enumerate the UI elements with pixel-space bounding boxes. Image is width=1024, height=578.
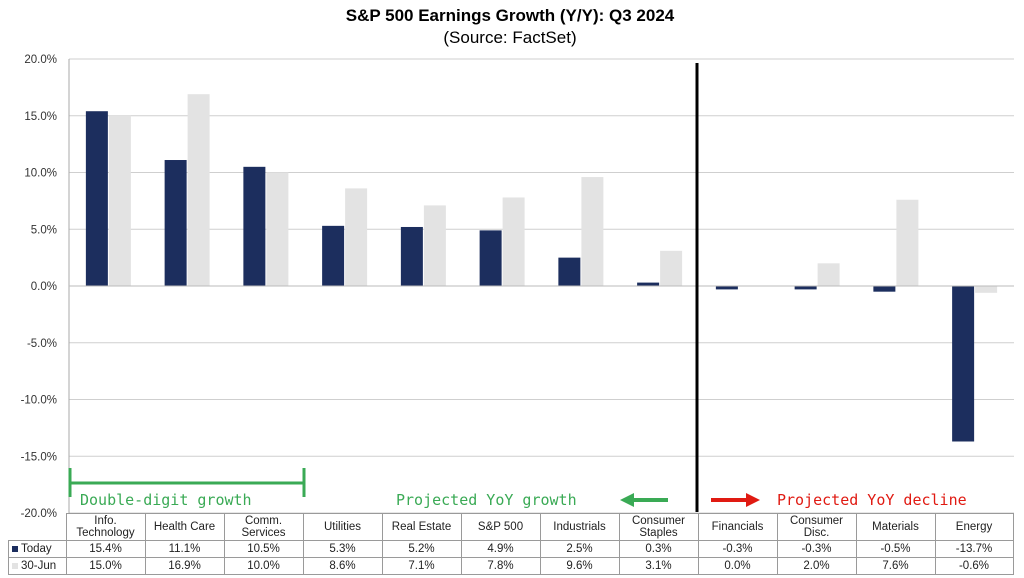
table-header-cell: Consumer Disc. xyxy=(776,513,857,541)
y-tick-label: -20.0% xyxy=(21,508,57,520)
bar-today xyxy=(952,286,975,442)
bar-today xyxy=(873,286,896,292)
table-value-cell: 7.1% xyxy=(381,557,462,575)
legend-30-jun: 30-Jun xyxy=(8,557,67,575)
y-tick-label: 20.0% xyxy=(24,54,57,66)
bar-30-jun xyxy=(660,250,683,286)
table-value-cell: -0.6% xyxy=(934,557,1014,575)
table-value-cell: 5.2% xyxy=(381,540,462,558)
table-value-cell: 2.0% xyxy=(776,557,857,575)
table-value-cell: 4.9% xyxy=(460,540,541,558)
bar-30-jun xyxy=(817,263,840,286)
table-value-cell: 5.3% xyxy=(302,540,383,558)
bar-30-jun xyxy=(108,115,131,286)
y-tick-label: -5.0% xyxy=(27,338,57,350)
data-table: Info. Technology Health Care Comm. Services U… xyxy=(8,513,1014,575)
table-row-30-jun: 30-Jun 15.0% 16.9% 10.0% 8.6% 7.1% 7.8% 9.6% 3.1… xyxy=(8,557,1014,575)
legend-label: 30-Jun xyxy=(21,560,57,572)
table-header-row: Info. Technology Health Care Comm. Services U… xyxy=(9,513,1014,541)
table-value-cell: 16.9% xyxy=(144,557,225,575)
table-header-cell: Energy xyxy=(934,513,1014,541)
bar-today xyxy=(85,111,108,287)
table-header-cell: Utilities xyxy=(302,513,383,541)
y-tick-label: 10.0% xyxy=(24,168,57,180)
table-header-cell: Financials xyxy=(697,513,778,541)
arrow-left-icon xyxy=(620,493,634,507)
table-value-cell: 9.6% xyxy=(539,557,620,575)
bar-30-jun xyxy=(187,94,210,286)
bar-30-jun xyxy=(896,199,919,286)
table-header-cell: Industrials xyxy=(539,513,620,541)
table-value-cell: -0.3% xyxy=(776,540,857,558)
bar-today xyxy=(794,286,817,290)
bar-today xyxy=(400,226,423,286)
table-header-cell: S&P 500 xyxy=(460,513,541,541)
bar-30-jun xyxy=(975,286,998,293)
bar-today xyxy=(164,160,187,286)
y-tick-label: 0.0% xyxy=(31,281,57,293)
table-value-cell: -0.3% xyxy=(697,540,778,558)
table-value-cell: 0.0% xyxy=(697,557,778,575)
chart-subtitle: (Source: FactSet) xyxy=(443,28,577,47)
y-tick-label: 15.0% xyxy=(24,111,57,123)
table-value-cell: 15.4% xyxy=(65,540,146,558)
table-value-cell: 7.8% xyxy=(460,557,541,575)
table-value-cell: 8.6% xyxy=(302,557,383,575)
bar-today xyxy=(637,282,660,286)
table-header-cell: Real Estate xyxy=(381,513,462,541)
table-value-cell: 15.0% xyxy=(65,557,146,575)
table-value-cell: 2.5% xyxy=(539,540,620,558)
bar-30-jun xyxy=(345,188,368,286)
legend-swatch-icon xyxy=(12,545,18,552)
table-value-cell: -0.5% xyxy=(855,540,936,558)
legend-today: Today xyxy=(8,540,67,558)
table-value-cell: 10.5% xyxy=(223,540,304,558)
arrow-right-icon xyxy=(746,493,760,507)
table-value-cell: 0.3% xyxy=(618,540,699,558)
legend-label: Today xyxy=(21,543,52,555)
table-header-cell: Info. Technology xyxy=(65,513,146,541)
table-value-cell: 11.1% xyxy=(144,540,225,558)
bar-30-jun xyxy=(502,197,525,286)
y-tick-label: 5.0% xyxy=(31,224,57,236)
table-header-cell: Comm. Services xyxy=(223,513,304,541)
table-value-cell: 7.6% xyxy=(855,557,936,575)
table-header-cell: Materials xyxy=(855,513,936,541)
bar-today xyxy=(479,230,502,286)
projected-growth-label: Projected YoY growth xyxy=(396,491,577,509)
table-value-cell: 10.0% xyxy=(223,557,304,575)
table-corner xyxy=(9,514,67,541)
legend-swatch-icon xyxy=(12,562,18,569)
projected-decline-label: Projected YoY decline xyxy=(777,491,967,509)
bar-30-jun xyxy=(266,172,289,286)
table-row-today: Today 15.4% 11.1% 10.5% 5.3% 5.2% 4.9% 2.5% 0.3%… xyxy=(8,540,1014,558)
table-header-cell: Consumer Staples xyxy=(618,513,699,541)
bar-today xyxy=(715,286,738,290)
y-tick-label: -10.0% xyxy=(21,395,57,407)
bar-today xyxy=(322,225,345,286)
bar-30-jun xyxy=(423,205,446,286)
chart-title: S&P 500 Earnings Growth (Y/Y): Q3 2024 xyxy=(345,6,675,25)
bar-30-jun xyxy=(581,177,604,286)
table-header-cell: Health Care xyxy=(144,513,225,541)
bar-today xyxy=(243,166,266,286)
bar-today xyxy=(558,257,581,286)
table-value-cell: 3.1% xyxy=(618,557,699,575)
double-digit-label: Double-digit growth xyxy=(80,491,252,509)
table-value-cell: -13.7% xyxy=(934,540,1014,558)
y-tick-label: -15.0% xyxy=(21,451,57,463)
